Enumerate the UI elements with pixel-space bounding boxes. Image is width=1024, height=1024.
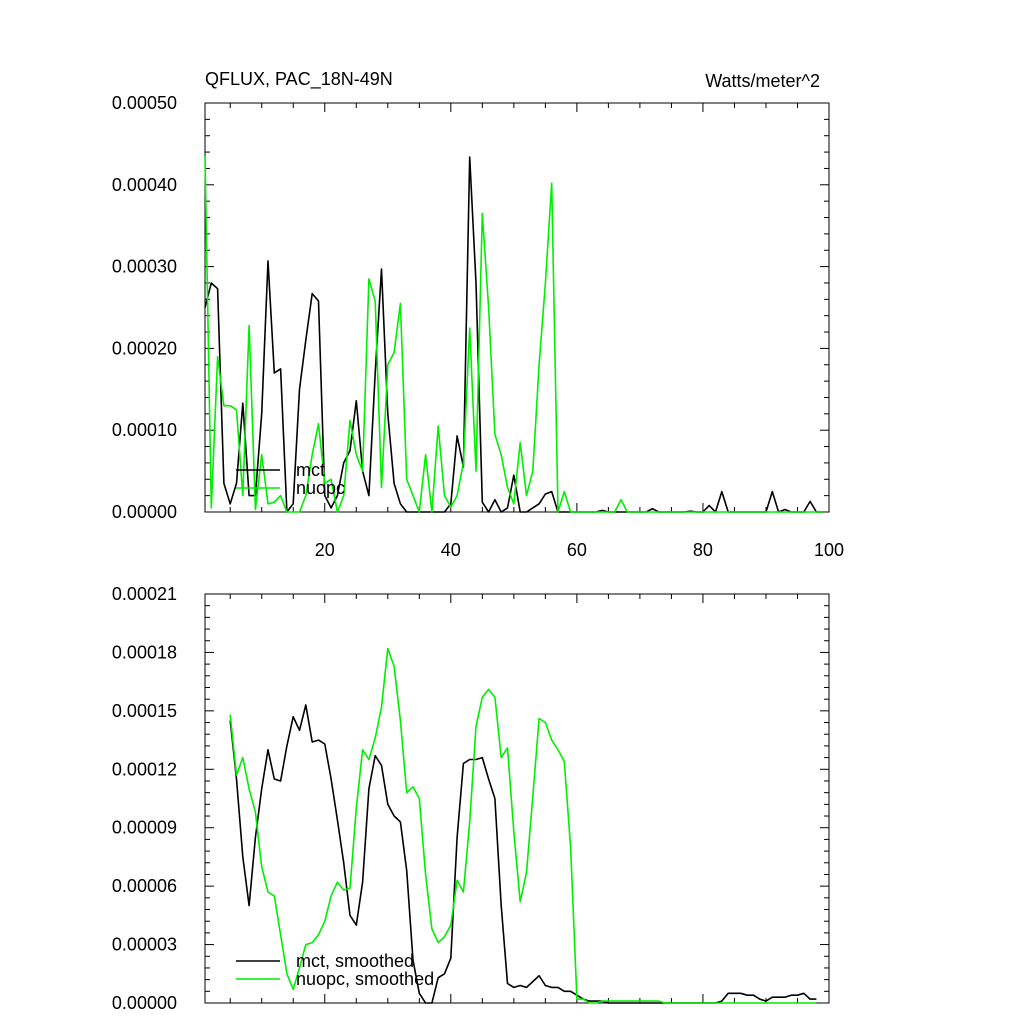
bottom-plot-frame	[204, 593, 830, 1004]
y-tick-label: 0.00010	[112, 420, 177, 440]
legend-label: mct	[296, 460, 325, 480]
y-tick-label: 0.00030	[112, 257, 177, 277]
x-tick-label: 20	[315, 540, 335, 560]
y-tick-label: 0.00021	[112, 584, 177, 604]
series-line-1	[229, 647, 817, 1004]
x-tick-label: 100	[814, 540, 844, 560]
y-tick-label: 0.00012	[112, 759, 177, 779]
top-series	[204, 156, 823, 513]
y-tick-label: 0.00000	[112, 502, 177, 522]
series-line-1	[204, 156, 823, 513]
y-tick-label: 0.00009	[112, 818, 177, 838]
x-tick-label: 80	[693, 540, 713, 560]
legend-label: nuopc, smoothed	[296, 969, 434, 989]
bottom-panel: 0.00000 0.00003 0.00006 0.00009 0.00012 0.000…	[112, 584, 830, 1013]
top-ticks: 0.00000 0.00010 0.00020 0.00030 0.00040 0.000…	[112, 93, 844, 560]
legend-label: nuopc	[296, 478, 345, 498]
chart-title: QFLUX, PAC_18N-49N	[205, 69, 393, 90]
top-panel: QFLUX, PAC_18N-49N Watts/meter^2 0.00000…	[112, 69, 844, 560]
units-label: Watts/meter^2	[705, 71, 820, 91]
y-tick-label: 0.00018	[112, 642, 177, 662]
y-tick-label: 0.00006	[112, 876, 177, 896]
bottom-series	[229, 647, 817, 1004]
y-tick-label: 0.00003	[112, 935, 177, 955]
bottom-ticks: 0.00000 0.00003 0.00006 0.00009 0.00012 0.000…	[112, 584, 830, 1013]
top-plot-frame	[204, 102, 830, 513]
x-tick-label: 40	[441, 540, 461, 560]
series-line-0	[229, 704, 817, 1004]
series-line-0	[204, 156, 823, 513]
y-tick-label: 0.00015	[112, 701, 177, 721]
y-tick-label: 0.00020	[112, 338, 177, 358]
y-tick-label: 0.00050	[112, 93, 177, 113]
y-tick-label: 0.00040	[112, 175, 177, 195]
x-tick-label: 60	[567, 540, 587, 560]
y-tick-label: 0.00000	[112, 993, 177, 1013]
legend-label: mct, smoothed	[296, 951, 414, 971]
